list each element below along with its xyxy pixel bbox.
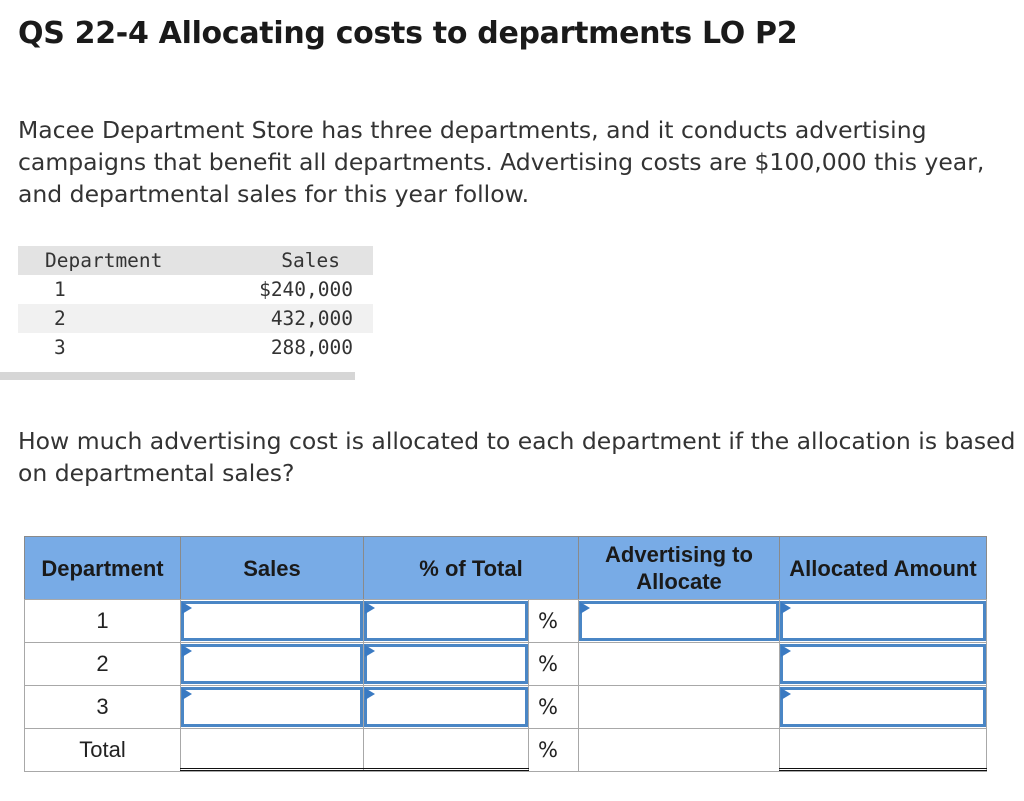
data-table-row: 1 $240,000 [18, 275, 373, 304]
data-table-header: Department Sales [18, 246, 373, 275]
row-1-department: 1 [24, 599, 181, 643]
total-sales-double-underline [180, 768, 364, 771]
row-3-allocated-input[interactable] [780, 687, 986, 727]
data-header-sales: Sales [281, 249, 340, 272]
row-2-advertising-cell [578, 642, 780, 686]
data-table-row: 2 432,000 [18, 304, 373, 333]
row-2-allocated-input[interactable] [780, 644, 986, 684]
row-total-sales-cell [180, 728, 364, 772]
row-total-label: Total [24, 728, 181, 772]
row-2-pct-input[interactable] [364, 644, 528, 684]
header-advertising-to-allocate: Advertising to Allocate [578, 536, 780, 600]
data-row-sales: 288,000 [270, 336, 353, 359]
row-total-pct-symbol: % [528, 728, 579, 772]
row-3-sales-input[interactable] [181, 687, 363, 727]
row-1-sales-input[interactable] [181, 601, 363, 641]
total-allocated-double-underline [779, 768, 987, 771]
row-3-pct-input[interactable] [364, 687, 528, 727]
row-3-department: 3 [24, 685, 181, 729]
data-table-row: 3 288,000 [18, 333, 373, 362]
row-2-pct-symbol: % [528, 642, 579, 686]
header-sales: Sales [180, 536, 364, 600]
data-row-sales: 432,000 [270, 307, 353, 330]
total-pct-double-underline [363, 768, 529, 771]
row-1-advertising-input[interactable] [579, 601, 779, 641]
row-total-pct-cell [363, 728, 529, 772]
header-pct-total: % of Total [363, 536, 579, 600]
data-header-department: Department [45, 249, 163, 272]
row-2-department: 2 [24, 642, 181, 686]
row-total-advertising-cell [578, 728, 780, 772]
page-title: QS 22-4 Allocating costs to departments … [18, 16, 798, 51]
row-2-sales-input[interactable] [181, 644, 363, 684]
data-row-department: 3 [54, 336, 66, 359]
sales-data-table: Department Sales 1 $240,000 2 432,000 3 … [18, 246, 373, 380]
row-3-pct-symbol: % [528, 685, 579, 729]
row-total-allocated-cell [779, 728, 987, 772]
header-department: Department [24, 536, 181, 600]
data-row-department: 1 [54, 278, 66, 301]
data-table-footer-bar [0, 372, 355, 380]
data-row-sales: $240,000 [259, 278, 353, 301]
row-3-advertising-cell [578, 685, 780, 729]
row-1-pct-input[interactable] [364, 601, 528, 641]
problem-intro: Macee Department Store has three departm… [18, 116, 985, 208]
row-1-pct-symbol: % [528, 599, 579, 643]
row-1-allocated-input[interactable] [780, 601, 986, 641]
header-allocated-amount: Allocated Amount [779, 536, 987, 600]
problem-question: How much advertising cost is allocated t… [18, 427, 1016, 487]
data-row-department: 2 [54, 307, 66, 330]
